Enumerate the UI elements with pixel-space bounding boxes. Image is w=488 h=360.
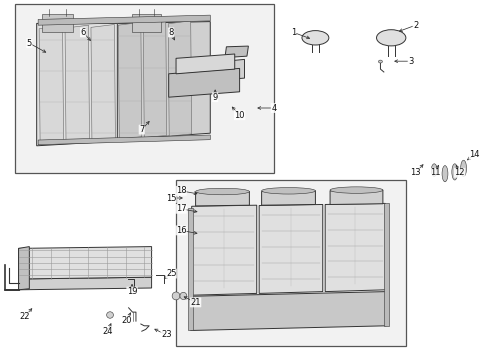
Text: 24: 24: [102, 327, 113, 336]
Text: 15: 15: [165, 194, 176, 202]
Ellipse shape: [441, 166, 447, 182]
Text: 23: 23: [161, 330, 171, 339]
Polygon shape: [38, 15, 210, 25]
Text: 2: 2: [412, 21, 417, 30]
Polygon shape: [205, 59, 244, 81]
Polygon shape: [261, 191, 315, 205]
Text: 12: 12: [453, 168, 464, 177]
Text: 7: 7: [139, 125, 144, 134]
Polygon shape: [37, 23, 129, 146]
Polygon shape: [168, 68, 239, 97]
Ellipse shape: [329, 187, 382, 193]
Text: 21: 21: [190, 298, 201, 307]
Ellipse shape: [451, 164, 457, 180]
Ellipse shape: [430, 164, 436, 176]
Ellipse shape: [172, 292, 180, 300]
Text: 19: 19: [126, 287, 137, 296]
Text: 25: 25: [165, 269, 176, 278]
Text: 18: 18: [175, 186, 186, 195]
Polygon shape: [19, 247, 151, 279]
Polygon shape: [329, 190, 382, 204]
Polygon shape: [38, 135, 210, 145]
Text: 6: 6: [81, 28, 85, 37]
Text: 13: 13: [409, 168, 420, 177]
Ellipse shape: [180, 292, 186, 300]
Polygon shape: [118, 22, 142, 139]
Polygon shape: [65, 25, 89, 142]
Bar: [132, 14, 161, 32]
Polygon shape: [224, 46, 248, 58]
Bar: [383, 203, 388, 326]
Text: 17: 17: [175, 204, 186, 213]
Ellipse shape: [376, 30, 405, 46]
Text: 16: 16: [175, 226, 186, 235]
Text: 14: 14: [468, 150, 479, 159]
Polygon shape: [325, 203, 385, 292]
Polygon shape: [19, 277, 151, 290]
Polygon shape: [19, 247, 29, 290]
Text: 1: 1: [290, 28, 295, 37]
Text: 22: 22: [19, 312, 30, 321]
Bar: [41, 14, 73, 32]
Text: 4: 4: [271, 104, 276, 113]
Polygon shape: [91, 24, 115, 141]
Bar: [188, 208, 193, 330]
Polygon shape: [190, 292, 386, 330]
Ellipse shape: [460, 160, 466, 176]
Text: 3: 3: [407, 57, 412, 66]
Text: 5: 5: [27, 39, 32, 48]
Bar: [15, 4, 273, 173]
Text: 20: 20: [122, 316, 132, 325]
Bar: [176, 180, 405, 346]
Polygon shape: [176, 54, 234, 74]
Ellipse shape: [195, 188, 249, 195]
Text: 8: 8: [168, 28, 173, 37]
Ellipse shape: [106, 312, 113, 318]
Text: 9: 9: [212, 93, 217, 102]
Text: 11: 11: [429, 168, 440, 177]
Polygon shape: [143, 22, 166, 138]
Polygon shape: [168, 21, 191, 136]
Polygon shape: [195, 192, 249, 206]
Polygon shape: [191, 205, 256, 295]
Polygon shape: [117, 22, 210, 140]
Ellipse shape: [261, 188, 315, 194]
Text: 10: 10: [234, 111, 244, 120]
Polygon shape: [39, 26, 63, 143]
Polygon shape: [259, 204, 322, 293]
Ellipse shape: [302, 31, 328, 45]
Ellipse shape: [378, 60, 382, 63]
